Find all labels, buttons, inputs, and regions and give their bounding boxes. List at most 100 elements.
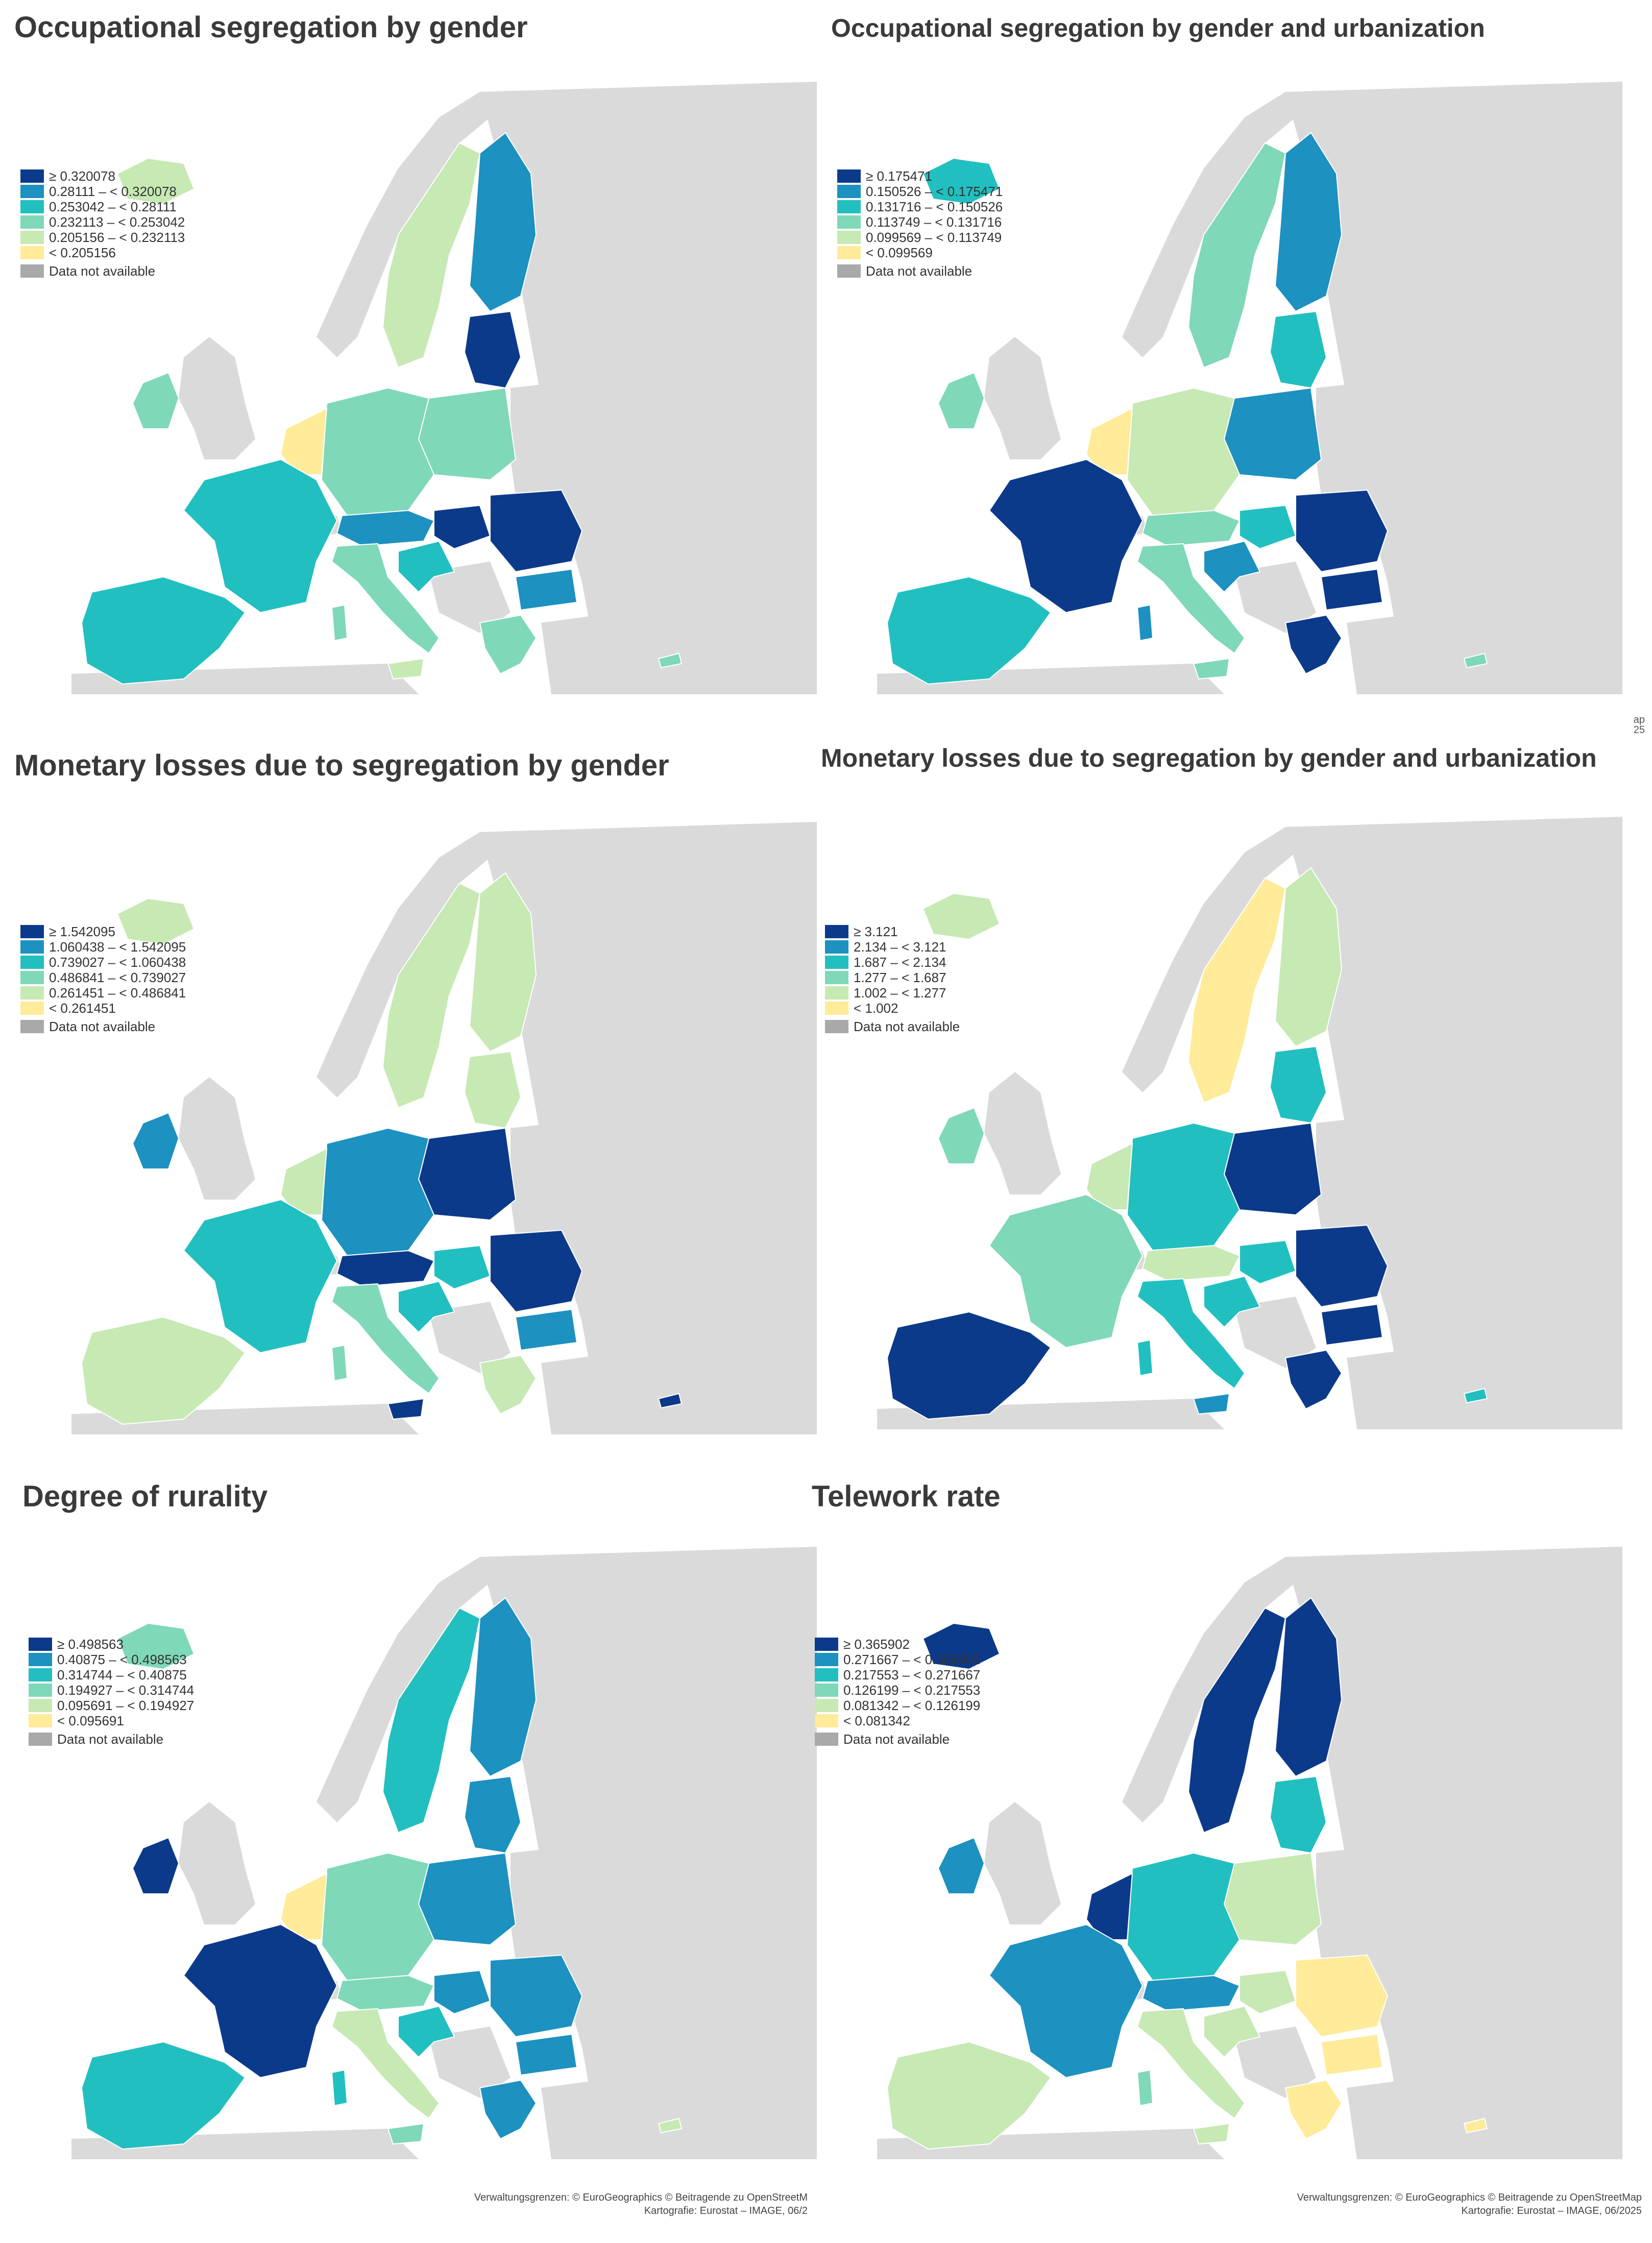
legend-item: 0.40875 – < 0.498563 [29,1652,194,1667]
region-bulgaria [1320,2033,1383,2076]
map-panel-1: Occupational segregation by gender [0,0,826,735]
legend-label: Data not available [57,1732,164,1747]
legend-label: ≥ 0.498563 [57,1637,124,1652]
legend-label: 0.271667 – < 0.365902 [843,1652,981,1667]
non-eu-uk [984,337,1061,459]
legend-swatch [825,1002,848,1015]
legend-swatch [20,986,44,999]
legend-label: 0.486841 – < 0.739027 [49,970,186,985]
legend-swatch [837,264,861,278]
legend-swatch [20,185,44,198]
non-eu-balkans [429,2027,511,2098]
legend-label: 0.095691 – < 0.194927 [57,1698,195,1713]
region-greece [479,2079,537,2140]
region-cyprus [1463,2117,1488,2134]
choropleth-map [836,71,1622,694]
region-italy [331,1283,440,1395]
region-balkans-west [1203,1275,1261,1328]
region-benelux [280,1148,328,1215]
legend-swatch [20,956,44,969]
region-sicily [387,1398,425,1420]
map-frame [836,71,1622,694]
credit-line-cartography: Kartografie: Eurostat – IMAGE, 06/2025 [1461,2205,1642,2216]
region-greece [479,614,537,675]
region-iceland [922,892,1001,940]
region-italy [331,2008,440,2119]
legend-label: < 0.099569 [866,245,933,260]
region-finland [469,872,537,1053]
non-eu-russia [480,822,817,1434]
region-ireland [132,1112,180,1169]
legend-swatch [837,185,861,198]
region-germany [1126,1122,1241,1252]
region-poland [418,1127,517,1221]
region-cyprus [658,2117,683,2134]
legend-label: Data not available [49,263,156,279]
region-greece [1284,614,1343,675]
region-france [183,1199,338,1354]
region-sardinia [331,2069,348,2107]
non-eu-turkey [1347,602,1551,694]
region-balkans-west [398,540,455,593]
map-panel-4: Monetary losses due to segregation by ge… [821,735,1652,1470]
legend-item: 0.113749 – < 0.131716 [837,214,1003,230]
cropped-credit-line: ap [1633,714,1645,725]
region-poland [1223,1122,1322,1216]
region-bulgaria [1320,1303,1383,1346]
region-ireland [937,1837,985,1894]
legend-item: < 1.002 [825,1001,960,1016]
map-panel-5: Degree of rurality ≥ 0.49856 [0,1470,826,2243]
legend-swatch [815,1684,838,1697]
map-frame [836,1537,1622,2159]
legend-item: 1.277 – < 1.687 [825,970,960,985]
region-balkans-west [1203,540,1261,593]
legend-swatch [29,1733,52,1746]
region-cyprus [658,1393,683,1409]
legend-label: 0.261451 – < 0.486841 [49,985,186,1001]
region-benelux [1085,1142,1133,1210]
region-ireland [937,372,985,429]
legend-swatch [815,1733,838,1746]
legend-label: ≥ 3.121 [854,924,898,939]
non-eu-turkey [541,602,745,694]
region-alps [336,509,435,547]
region-bulgaria [515,2033,578,2076]
region-sicily [1193,2123,1230,2145]
region-iberia [81,576,246,685]
region-hungary [1239,1239,1297,1285]
region-romania [1295,489,1389,573]
legend-item: 1.687 – < 2.134 [825,955,960,970]
region-poland [418,387,517,481]
map-legend: ≥ 0.320078 0.28111 – < 0.320078 0.253042… [20,168,185,279]
region-balkans-west [1203,2005,1261,2058]
legend-swatch [29,1684,52,1697]
region-cyprus [1463,1387,1488,1404]
region-iberia [81,2041,246,2150]
legend-item: 0.081342 – < 0.126199 [815,1698,980,1713]
legend-item: 0.131716 – < 0.150526 [837,199,1003,214]
map-frame [31,71,817,694]
non-eu-turkey [1347,1337,1551,1429]
region-romania [490,489,583,573]
region-hungary [1239,1969,1297,2015]
legend-label: 2.134 – < 3.121 [854,939,946,955]
region-sardinia [1136,1339,1154,1377]
map-credits: Verwaltungsgrenzen: © EuroGeographics © … [1297,2191,1642,2217]
legend-swatch [837,231,861,244]
legend-swatch [837,200,861,213]
credit-line-cartography: Kartografie: Eurostat – IMAGE, 06/2 [644,2205,808,2216]
non-eu-norway [1122,1557,1296,1822]
panel-title: Degree of rurality [22,1480,268,1513]
legend-label: Data not available [843,1732,950,1747]
legend-swatch [825,940,848,954]
legend-label: 0.131716 – < 0.150526 [866,199,1003,214]
map-legend: ≥ 0.175471 0.150526 – < 0.175471 0.13171… [837,168,1003,279]
cropped-credit: ap 25 [1634,715,1645,735]
region-greece [1284,1349,1343,1410]
region-germany [321,387,435,517]
legend-item: ≥ 0.365902 [815,1637,980,1652]
legend-swatch [815,1653,838,1666]
choropleth-map [31,812,817,1434]
non-eu-norway [317,832,490,1098]
legend-item: ≥ 0.498563 [29,1637,194,1652]
